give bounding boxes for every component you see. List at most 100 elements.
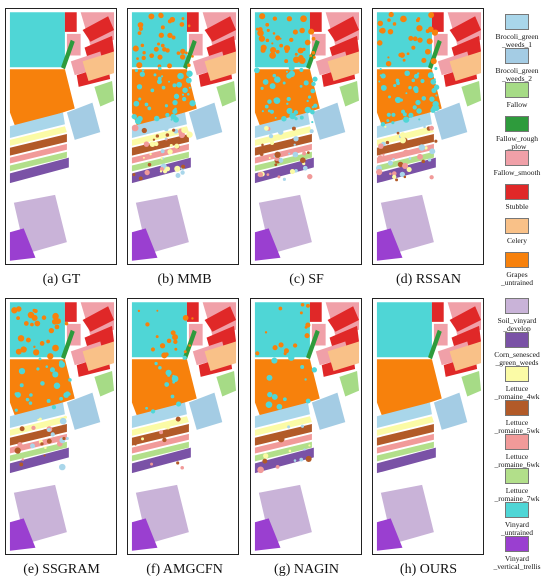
misclassified-pixel: [134, 443, 137, 446]
map-region: [9, 302, 65, 358]
misclassified-pixel: [55, 318, 61, 325]
misclassified-pixel: [387, 28, 394, 35]
misclassified-pixel: [52, 371, 59, 378]
misclassified-pixel: [387, 18, 391, 22]
misclassified-pixel: [11, 307, 18, 314]
misclassified-pixel: [175, 416, 181, 422]
misclassified-pixel: [164, 352, 169, 357]
misclassified-pixel: [36, 367, 40, 371]
misclassified-pixel: [147, 162, 152, 167]
misclassified-pixel: [162, 437, 167, 443]
misclassified-pixel: [379, 74, 382, 77]
misclassified-pixel: [156, 79, 162, 85]
map-region: [9, 151, 67, 172]
misclassified-pixel: [303, 80, 309, 86]
legend-swatch: [505, 502, 529, 518]
misclassified-pixel: [408, 85, 412, 90]
misclassified-pixel: [377, 40, 383, 46]
misclassified-pixel: [416, 25, 423, 32]
misclassified-pixel: [157, 42, 161, 46]
misclassified-pixel: [306, 151, 310, 154]
misclassified-pixel: [158, 32, 164, 38]
misclassified-pixel: [138, 176, 143, 181]
misclassified-pixel: [429, 175, 434, 180]
misclassified-pixel: [265, 401, 273, 409]
misclassified-pixel: [266, 28, 270, 32]
misclassified-pixel: [167, 63, 172, 69]
misclassified-pixel: [187, 92, 190, 96]
misclassified-pixel: [174, 143, 180, 149]
misclassified-pixel: [182, 96, 187, 102]
misclassified-pixel: [261, 143, 264, 147]
misclassified-pixel: [292, 343, 298, 348]
misclassified-pixel: [64, 321, 69, 326]
misclassified-pixel: [311, 367, 317, 373]
legend-swatch: [505, 434, 529, 450]
misclassified-pixel: [131, 114, 137, 120]
map-region: [254, 126, 312, 146]
misclassified-pixel: [269, 83, 276, 90]
classification-map-6: [127, 298, 239, 555]
misclassified-pixel: [59, 417, 67, 425]
legend-label: Lettuce _romaine_7wk: [494, 486, 540, 503]
misclassified-pixel: [299, 67, 304, 72]
classification-map-5: [5, 298, 117, 555]
misclassified-pixel: [307, 174, 313, 180]
misclassified-pixel: [138, 26, 144, 31]
map-region: [376, 359, 442, 419]
legend-swatch: [505, 150, 529, 166]
misclassified-pixel: [46, 339, 50, 344]
map-region: [9, 359, 75, 419]
legend-label: Corn_senesced _green_weeds: [494, 350, 540, 367]
legend-item: Lettuce _romaine_4wk: [486, 366, 548, 401]
misclassified-pixel: [15, 348, 22, 355]
map-image: [376, 302, 482, 551]
map-image: [9, 12, 115, 261]
misclassified-pixel: [31, 425, 36, 431]
misclassified-pixel: [131, 124, 139, 132]
misclassified-pixel: [408, 35, 414, 41]
misclassified-pixel: [28, 401, 33, 405]
misclassified-pixel: [176, 51, 181, 55]
legend-item: Lettuce _romaine_7wk: [486, 468, 548, 503]
map-region: [9, 112, 65, 138]
misclassified-pixel: [150, 347, 156, 352]
misclassified-pixel: [181, 17, 185, 21]
misclassified-pixel: [420, 78, 425, 84]
misclassified-pixel: [41, 315, 47, 320]
misclassified-pixel: [274, 151, 281, 158]
misclassified-pixel: [430, 79, 437, 85]
map-region: [327, 16, 360, 42]
misclassified-pixel: [165, 133, 170, 137]
map-region: [9, 402, 65, 428]
misclassified-pixel: [65, 437, 69, 440]
misclassified-pixel: [283, 352, 287, 356]
misclassified-pixel: [402, 58, 406, 62]
map-region: [216, 81, 237, 107]
map-region: [94, 371, 115, 397]
misclassified-pixel: [170, 330, 176, 336]
classification-map-3: [250, 8, 362, 265]
misclassified-pixel: [45, 365, 49, 368]
misclassified-pixel: [262, 458, 268, 464]
misclassified-pixel: [168, 149, 173, 154]
misclassified-pixel: [310, 109, 315, 115]
misclassified-pixel: [150, 88, 155, 93]
misclassified-pixel: [399, 171, 406, 178]
misclassified-pixel: [169, 143, 173, 148]
misclassified-pixel: [298, 57, 306, 64]
misclassified-pixel: [379, 67, 382, 71]
legend-item: Grapes _untrained: [486, 252, 548, 287]
misclassified-pixel: [160, 43, 165, 48]
map-region: [131, 447, 191, 474]
map-image: [376, 11, 482, 261]
misclassified-pixel: [175, 173, 181, 178]
map-region: [306, 329, 320, 360]
misclassified-pixel: [421, 57, 427, 64]
misclassified-pixel: [145, 406, 148, 410]
map-region: [376, 402, 432, 428]
misclassified-pixel: [268, 157, 271, 159]
misclassified-pixel: [157, 54, 163, 60]
misclassified-pixel: [21, 458, 25, 461]
misclassified-pixel: [274, 76, 281, 83]
